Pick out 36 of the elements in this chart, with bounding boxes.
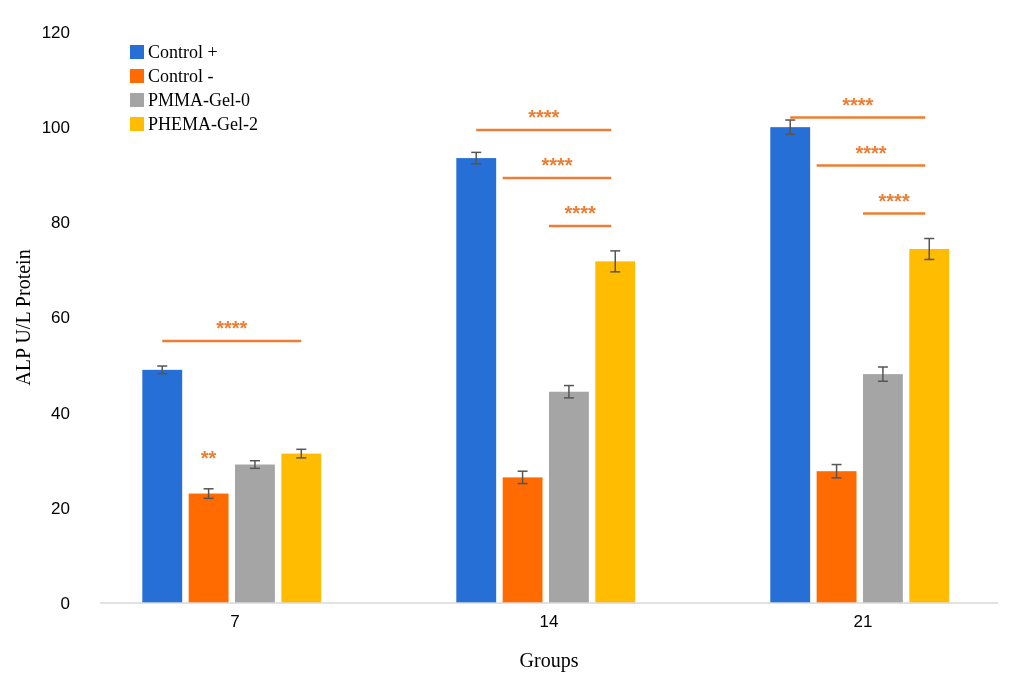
annotation: **** — [541, 153, 573, 176]
bar — [235, 464, 275, 603]
y-tick-label: 40 — [51, 403, 70, 423]
y-tick-label: 0 — [60, 593, 70, 613]
x-axis-title: Groups — [519, 649, 579, 672]
legend-label: Control - — [148, 66, 214, 87]
annotation: **** — [216, 317, 248, 340]
bar — [816, 471, 857, 603]
y-tick-label: 20 — [51, 498, 70, 518]
bar — [456, 158, 497, 603]
bar — [188, 493, 229, 603]
x-tick-label: 21 — [853, 612, 873, 631]
annotation: **** — [878, 189, 910, 212]
bar — [862, 374, 903, 603]
legend-label: PMMA-Gel-0 — [148, 90, 250, 111]
bar — [142, 369, 183, 603]
y-tick-label: 60 — [51, 308, 70, 328]
bar — [502, 477, 543, 603]
legend-label: PHEMA-Gel-2 — [148, 114, 258, 135]
y-tick-label: 120 — [41, 22, 70, 42]
annotation: **** — [855, 141, 887, 164]
bar — [549, 391, 589, 603]
annotation: **** — [528, 105, 560, 128]
x-tick-label: 14 — [539, 612, 559, 631]
bar — [595, 261, 636, 603]
annotation: **** — [842, 93, 874, 116]
y-axis-title: ALP U/L Protein — [12, 249, 34, 386]
bar — [909, 248, 950, 603]
legend-label: Control + — [148, 42, 218, 63]
y-tick-label: 100 — [41, 118, 70, 138]
annotation: ** — [200, 446, 217, 469]
annotation: **** — [564, 201, 596, 224]
bar — [281, 453, 322, 603]
bar — [770, 127, 811, 603]
y-tick-label: 80 — [51, 213, 70, 233]
x-tick-label: 7 — [230, 612, 240, 631]
